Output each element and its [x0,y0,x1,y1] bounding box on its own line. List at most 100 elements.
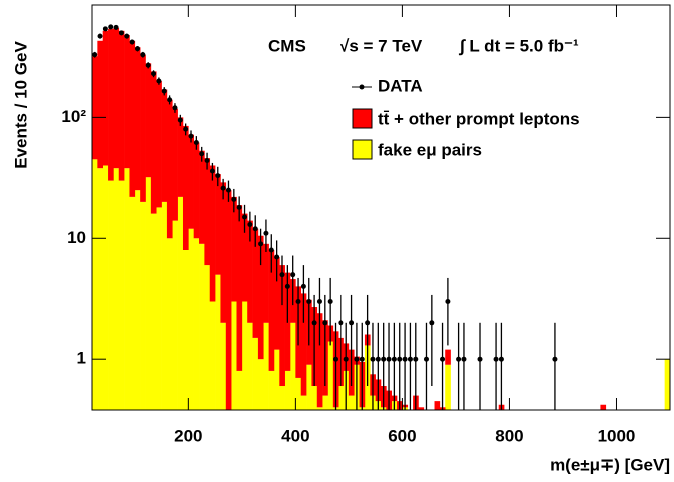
y-tick-label: 1 [77,349,86,368]
y-tick-label: 10 [67,228,86,247]
data-point [177,117,183,123]
data-point [209,168,215,174]
data-point [199,151,205,157]
data-point [407,356,413,362]
data-point [236,204,242,210]
bar [188,228,194,410]
legend-label: DATA [378,76,423,95]
legend-swatch [352,108,373,129]
bar [418,407,425,410]
bar [124,35,130,169]
bar [257,359,264,410]
data-point [284,283,290,289]
bar [108,180,114,410]
bar [263,243,269,323]
data-point [140,52,146,58]
data-point [461,356,467,362]
data-point [172,105,178,111]
bar [182,250,189,410]
bar [231,196,237,302]
bar [134,190,141,410]
x-axis-label: m(e±μ∓) [GeV] [550,455,670,474]
bar [290,322,296,410]
bar [204,158,211,266]
data-point [161,88,167,94]
bar [172,220,178,410]
bar [316,313,323,408]
bar [664,359,671,410]
data-point [129,39,135,45]
bar [220,182,227,323]
bar [295,377,302,410]
data-point [225,187,231,193]
bar [134,47,141,191]
bar [241,301,248,410]
data-point [204,157,210,163]
data-point [402,356,408,362]
bar [129,40,136,197]
data-point [343,356,349,362]
bar [145,177,152,410]
data-point [423,356,429,362]
bar [338,386,344,410]
data-point [268,247,274,253]
bar [199,243,205,410]
data-point [391,356,397,362]
data-point [456,356,462,362]
bar [311,386,318,410]
bar [273,257,280,350]
plot-area [92,24,671,410]
bar [156,80,162,208]
data-point [290,272,296,278]
bar [268,370,275,410]
bar [124,168,130,410]
data-point [552,356,558,362]
annotation: √s = 7 TeV [340,36,423,55]
bar [199,150,205,244]
data-point [108,24,114,30]
data-point [183,126,189,132]
data-point [134,46,140,52]
bar [247,220,253,323]
data-point [311,320,317,326]
data-point [386,356,392,362]
data-point [306,299,312,305]
bar [113,27,120,169]
bar [92,56,98,160]
bar [140,54,146,202]
data-point [413,356,419,362]
y-tick-label: 10² [61,107,86,126]
data-point [247,222,253,228]
legend-swatch [352,139,373,160]
bar [97,168,104,410]
bar [247,322,253,410]
bar [177,117,184,197]
data-point [215,173,221,179]
bar [279,265,285,387]
bar [215,274,221,410]
data-point [279,272,285,278]
data-point [365,320,371,326]
annotation: CMS [268,36,306,55]
bar [316,407,323,410]
x-tick-label: 200 [174,426,202,445]
bar [268,250,275,371]
data-point [300,283,306,289]
bar [150,213,157,410]
data-point [252,226,258,232]
data-point [370,356,376,362]
bar [102,30,109,166]
bar [97,40,104,169]
data-point [316,299,322,305]
bar [118,180,125,410]
data-point [92,52,98,58]
bar [284,370,291,410]
data-point [333,356,339,362]
data-point [145,62,151,68]
data-point [124,33,130,39]
data-point [113,24,119,30]
data-point [263,230,269,236]
bar [129,196,136,410]
data-point [477,356,483,362]
data-point [397,356,403,362]
